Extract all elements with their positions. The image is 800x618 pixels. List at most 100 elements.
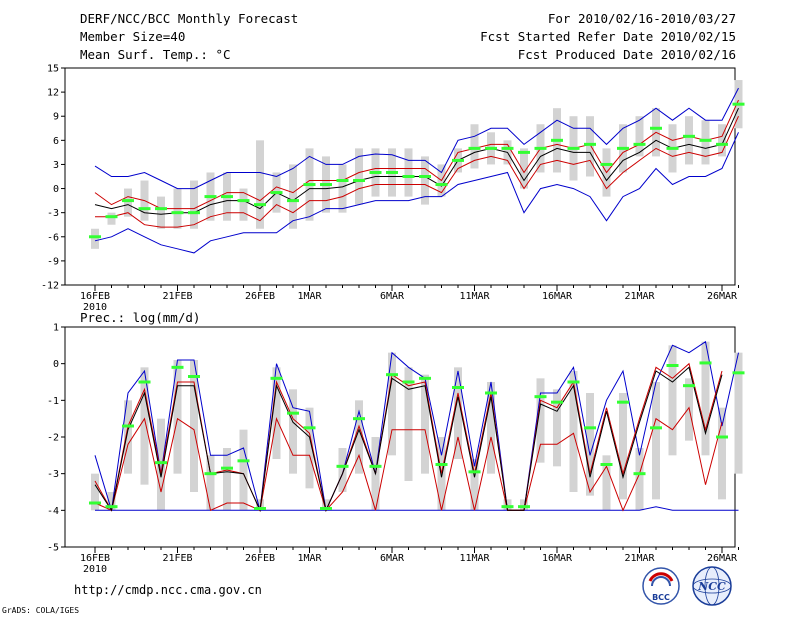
- prec-box: [157, 418, 165, 511]
- temp-ytick-label: -9: [47, 256, 59, 267]
- prec-median-mark: [485, 391, 497, 395]
- grads-credit: GrADS: COLA/IGES: [2, 606, 80, 615]
- prec-median-mark: [237, 459, 250, 463]
- chart-title: DERF/NCC/BCC Monthly Forecast: [80, 11, 299, 26]
- prec-xtick-label: 26FEB: [245, 553, 275, 564]
- temp-median-mark: [551, 138, 563, 142]
- prec-median-mark: [105, 505, 118, 509]
- temp-box: [701, 120, 710, 165]
- temp-ytick-label: 6: [53, 136, 59, 147]
- prec-box: [718, 407, 726, 500]
- prec-box: [635, 448, 644, 511]
- prec-median-mark: [221, 466, 233, 470]
- prec-ytick-label: -3: [47, 469, 59, 480]
- temp-median-mark: [419, 175, 431, 178]
- prec-median-mark: [270, 376, 283, 380]
- prec-box: [206, 455, 215, 511]
- temp-box: [470, 124, 479, 169]
- prec-median-mark: [419, 376, 431, 380]
- prec-box: [701, 341, 710, 456]
- temp-median-mark: [402, 175, 415, 178]
- temp-median-mark: [683, 134, 695, 138]
- temp-median-mark: [105, 215, 118, 219]
- temp-median-mark: [320, 183, 332, 187]
- temp-box: [404, 148, 413, 197]
- prec-median-mark: [551, 400, 563, 404]
- temp-box: [421, 156, 429, 205]
- temp-xtick-label: 6MAR: [380, 291, 405, 302]
- footer-url[interactable]: http://cmdp.ncc.cma.gov.cn: [74, 583, 262, 597]
- prec-ytick-label: -2: [47, 433, 59, 444]
- temp-median-mark: [534, 146, 547, 150]
- prec-box: [256, 499, 264, 511]
- temp-box: [239, 188, 248, 221]
- temp-median-mark: [666, 146, 679, 150]
- prec-box: [569, 371, 578, 492]
- temp-upper-line: [94, 99, 739, 210]
- prec-median-mark: [155, 461, 167, 465]
- prec-box: [322, 499, 330, 511]
- temp-box: [289, 164, 297, 229]
- temp-xtick-label: 16MAR: [542, 291, 573, 302]
- prec-box: [503, 499, 512, 511]
- prec-median-mark: [188, 375, 200, 378]
- prec-box: [668, 345, 677, 456]
- temp-median-mark: [353, 179, 365, 183]
- prec-box: [487, 382, 495, 474]
- temp-median-mark: [633, 142, 646, 146]
- temp-ytick-label: 12: [47, 88, 59, 99]
- prec-mean-line: [94, 366, 723, 513]
- temp-box: [685, 116, 693, 165]
- prec-box: [239, 429, 248, 511]
- prec-box: [734, 352, 743, 474]
- prec-min-line: [95, 506, 739, 511]
- prec-median-mark: [617, 400, 629, 404]
- prec-box: [305, 407, 314, 489]
- prec-median-mark: [254, 507, 266, 510]
- temp-frame: [64, 67, 736, 286]
- prec-median-mark: [435, 463, 448, 466]
- prec-median-mark: [716, 435, 728, 439]
- temp-median-mark: [600, 162, 613, 166]
- prec-box: [272, 367, 281, 459]
- prec-median-mark: [171, 365, 184, 369]
- prec-median-mark: [452, 386, 464, 389]
- temp-median-mark: [303, 183, 316, 187]
- temp-median-mark: [221, 195, 233, 199]
- prec-ytick-label: -4: [47, 506, 59, 517]
- temp-box: [190, 180, 198, 229]
- prec-box: [388, 352, 396, 456]
- prec-box: [338, 448, 347, 492]
- fcst-started-date: Fcst Started Refer Date 2010/02/15: [480, 29, 736, 44]
- prec-median-mark: [633, 472, 646, 476]
- temp-xtick-label: 21FEB: [162, 291, 192, 302]
- temp-xtick-year: 2010: [83, 302, 107, 313]
- prec-median-mark: [468, 470, 481, 474]
- temp-ytick-label: -12: [41, 281, 59, 292]
- prec-box: [223, 448, 231, 511]
- prec-median-mark: [138, 380, 151, 384]
- prec-box: [553, 389, 561, 467]
- temp-xtick-label: 21MAR: [624, 291, 655, 302]
- prec-median-mark: [204, 472, 217, 476]
- temp-median-mark: [89, 235, 101, 239]
- prec-box: [173, 360, 182, 474]
- temp-median-mark: [567, 146, 580, 150]
- prec-xtick-label: 16FEB: [80, 553, 110, 564]
- prec-xtick-year: 2010: [83, 564, 107, 575]
- temp-median-mark: [650, 126, 662, 130]
- temp-median-mark: [501, 146, 514, 150]
- temp-xtick-label: 16FEB: [80, 291, 110, 302]
- prec-box: [536, 378, 545, 463]
- temp-median-mark: [254, 203, 266, 207]
- prec-median-mark: [699, 361, 712, 365]
- prec-box: [107, 492, 116, 511]
- prec-box: [652, 382, 660, 500]
- prec-xtick-label: 11MAR: [459, 553, 490, 564]
- temp-ytick-label: -3: [47, 208, 59, 219]
- temp-median-mark: [369, 170, 382, 174]
- fcst-produced-date: Fcst Produced Date 2010/02/16: [517, 47, 736, 62]
- temp-median-mark: [435, 183, 448, 187]
- prec-ytick-label: 0: [53, 359, 59, 370]
- prec-box: [355, 400, 363, 474]
